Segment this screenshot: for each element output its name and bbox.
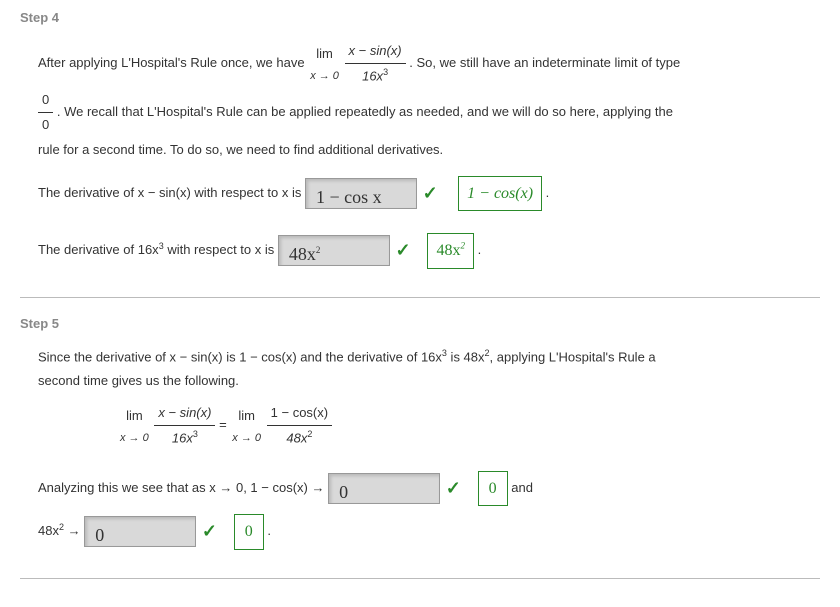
check-icon: ✓ — [446, 472, 461, 505]
lim-bot: x → 0 — [310, 66, 339, 86]
analysis-row-1: Analyzing this we see that as x → 0, 1 −… — [38, 471, 820, 507]
denominator: 0 — [38, 113, 53, 137]
step4-header: Step 4 — [20, 10, 820, 25]
text: and — [511, 480, 533, 495]
input-base: 48x — [289, 244, 316, 264]
lim-top: lim — [120, 404, 149, 428]
derivative-2-confirm: 48x2 — [427, 233, 474, 269]
text: with respect to x is — [164, 242, 275, 257]
step4-paragraph: After applying L'Hospital's Rule once, w… — [38, 39, 820, 162]
fraction-left: x − sin(x) 16x3 — [154, 401, 215, 450]
confirm-base: 48x — [436, 242, 460, 259]
text: Since the derivative of x − sin(x) is 1 … — [38, 349, 442, 364]
numerator: x − sin(x) — [154, 401, 215, 426]
numerator: 1 − cos(x) — [267, 401, 332, 426]
lim-top: lim — [232, 404, 261, 428]
arrow: → — [64, 523, 84, 538]
equals: = — [219, 417, 230, 432]
divider — [20, 578, 820, 579]
limit-48x2-confirm: 0 — [234, 514, 264, 550]
den-base: 16x — [172, 431, 193, 446]
den-base: 48x — [286, 431, 307, 446]
check-icon: ✓ — [202, 515, 217, 548]
text: . So, we still have an indeterminate lim… — [409, 55, 680, 70]
step5-body: Since the derivative of x − sin(x) is 1 … — [38, 345, 820, 550]
step5-header: Step 5 — [20, 316, 820, 331]
denominator-exp: 3 — [383, 67, 388, 77]
limit-48x2-input[interactable]: 0 — [84, 516, 196, 547]
fraction-zero-zero: 0 0 — [38, 88, 53, 137]
step5-paragraph: Since the derivative of x − sin(x) is 1 … — [38, 345, 820, 393]
text: The derivative of x − sin(x) with respec… — [38, 185, 301, 200]
text: . We recall that L'Hospital's Rule can b… — [57, 104, 673, 119]
den-exp: 3 — [193, 429, 198, 439]
text: second time gives us the following. — [38, 373, 239, 388]
lim-bot: x → 0 — [232, 428, 261, 448]
limit-left: lim x → 0 — [120, 404, 149, 448]
derivative-2-row: The derivative of 16x3 with respect to x… — [38, 233, 820, 269]
den-exp: 2 — [307, 429, 312, 439]
fraction-x-sinx-over-16x3: x − sin(x) 16x3 — [345, 39, 406, 88]
check-icon: ✓ — [423, 177, 438, 210]
lim-top: lim — [310, 42, 339, 66]
text: 48x — [38, 523, 59, 538]
derivative-2-input[interactable]: 48x2 — [278, 235, 390, 266]
numerator: x − sin(x) — [349, 43, 402, 58]
numerator: 0 — [38, 88, 53, 113]
step4-body: After applying L'Hospital's Rule once, w… — [38, 39, 820, 269]
lim-bot: x → 0 — [120, 428, 149, 448]
derivative-1-row: The derivative of x − sin(x) with respec… — [38, 176, 820, 212]
text: , applying L'Hospital's Rule a — [490, 349, 656, 364]
analysis-row-2: 48x2 → 0 ✓ 0 . — [38, 514, 820, 550]
check-icon: ✓ — [396, 234, 411, 267]
period: . — [478, 242, 482, 257]
divider — [20, 297, 820, 298]
period: . — [546, 185, 550, 200]
period: . — [267, 523, 271, 538]
limit-cos-confirm: 0 — [478, 471, 508, 507]
text: The derivative of 16x — [38, 242, 159, 257]
text: is 48x — [447, 349, 485, 364]
derivative-1-confirm: 1 − cos(x) — [458, 176, 542, 212]
text: rule for a second time. To do so, we nee… — [38, 142, 443, 157]
derivative-1-input[interactable]: 1 − cos x — [305, 178, 417, 209]
confirm-exp: 2 — [460, 241, 465, 251]
limit-cos-input[interactable]: 0 — [328, 473, 440, 504]
denominator-base: 16x — [362, 68, 383, 83]
fraction-right: 1 − cos(x) 48x2 — [267, 401, 332, 450]
limit-symbol: lim x → 0 — [310, 42, 339, 86]
input-exp: 2 — [316, 245, 321, 255]
text: After applying L'Hospital's Rule once, w… — [38, 55, 305, 70]
limit-right: lim x → 0 — [232, 404, 261, 448]
text: Analyzing this we see that as x → 0, 1 −… — [38, 480, 328, 495]
limit-equation: lim x → 0 x − sin(x) 16x3 = lim x → 0 1 … — [118, 401, 820, 450]
